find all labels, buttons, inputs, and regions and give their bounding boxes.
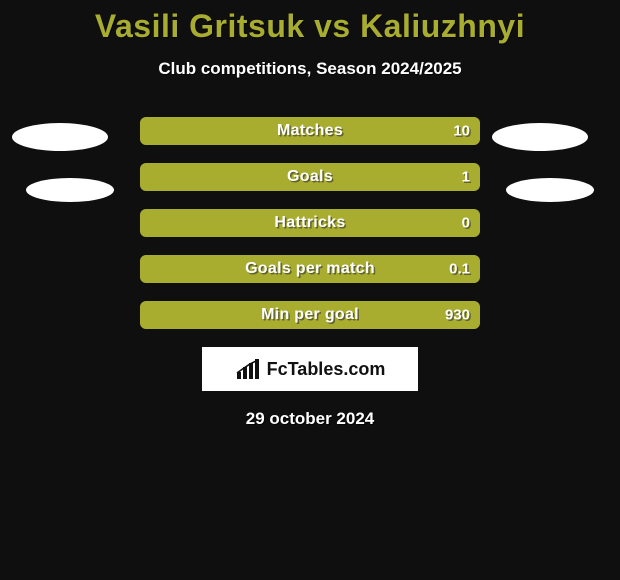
date-text: 29 october 2024 bbox=[0, 409, 620, 429]
page-title: Vasili Gritsuk vs Kaliuzhnyi bbox=[0, 0, 620, 45]
stat-value: 10 bbox=[453, 123, 470, 140]
stat-bar: Hattricks0 bbox=[140, 209, 480, 237]
stat-label: Goals per match bbox=[140, 260, 480, 278]
stat-value: 0.1 bbox=[449, 261, 470, 278]
player-marker-left bbox=[26, 178, 114, 202]
player-marker-right bbox=[506, 178, 594, 202]
stat-bar: Goals1 bbox=[140, 163, 480, 191]
player-marker-right bbox=[492, 123, 588, 151]
stat-value: 1 bbox=[462, 169, 470, 186]
stat-value: 0 bbox=[462, 215, 470, 232]
stat-bar: Min per goal930 bbox=[140, 301, 480, 329]
bars-icon bbox=[235, 357, 263, 381]
stat-label: Goals bbox=[140, 168, 480, 186]
stat-label: Min per goal bbox=[140, 306, 480, 324]
stat-label: Hattricks bbox=[140, 214, 480, 232]
branding-badge: FcTables.com bbox=[202, 347, 418, 391]
stat-label: Matches bbox=[140, 122, 480, 140]
stat-bar: Matches10 bbox=[140, 117, 480, 145]
subtitle: Club competitions, Season 2024/2025 bbox=[0, 59, 620, 79]
stat-row: Min per goal930 bbox=[0, 301, 620, 329]
stat-row: Hattricks0 bbox=[0, 209, 620, 237]
stat-row: Goals per match0.1 bbox=[0, 255, 620, 283]
stat-value: 930 bbox=[445, 307, 470, 324]
stat-bar: Goals per match0.1 bbox=[140, 255, 480, 283]
player-marker-left bbox=[12, 123, 108, 151]
branding-text: FcTables.com bbox=[267, 359, 386, 380]
